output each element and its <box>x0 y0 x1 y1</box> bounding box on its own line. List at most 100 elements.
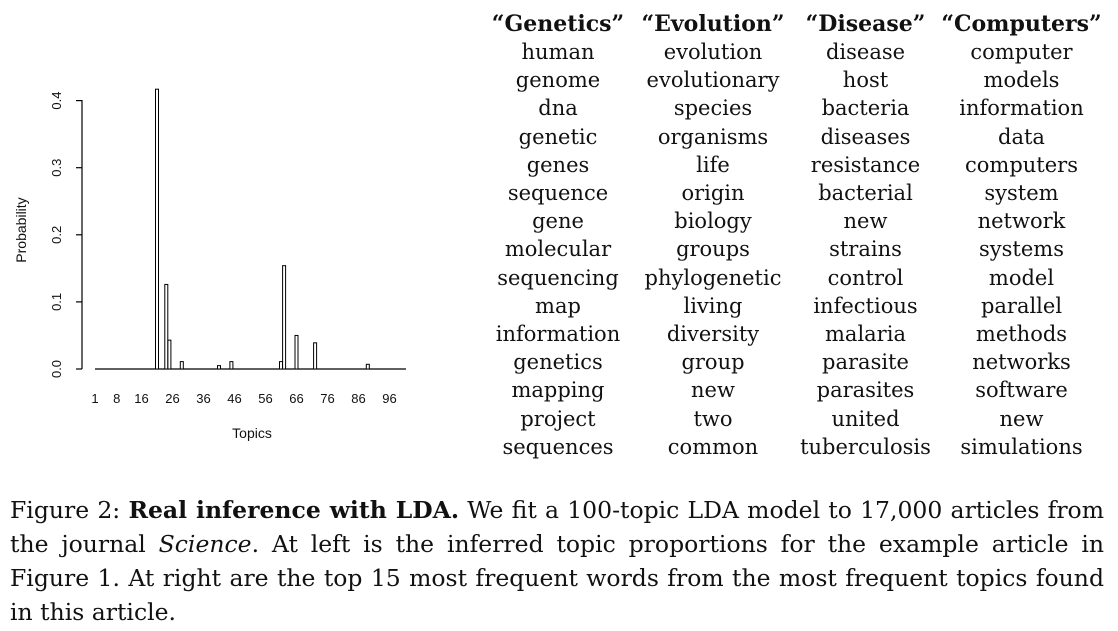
figure-caption: Figure 2: Real inference with LDA. We fi… <box>10 493 1104 629</box>
topic-word: groups <box>676 237 750 262</box>
topic-column: “Disease” disease host bacteria diseases resi… <box>798 10 933 461</box>
topic-word: diseases <box>820 124 911 149</box>
bar-topic-21 <box>155 88 159 370</box>
topic-word: disease <box>825 40 906 64</box>
topic-word: sequence <box>507 181 609 206</box>
topic-word: infectious <box>813 293 918 318</box>
caption-label: Figure 2: <box>10 496 129 524</box>
topic-word: new <box>843 209 888 234</box>
topic-proportions-chart: 0.0 0.1 0.2 0.3 0.4 1 8 16 26 36 46 56 66 76 86 96 Top… <box>13 88 406 441</box>
topic-word: sequencing <box>497 265 619 290</box>
topic-word: biology <box>674 209 752 234</box>
topic-word: control <box>827 265 904 290</box>
x-tick-label: 26 <box>165 391 179 406</box>
topic-word: system <box>984 181 1059 206</box>
bar-topic-24 <box>164 283 169 370</box>
y-tick-label: 0.0 <box>49 360 64 378</box>
bar-topic-45 <box>229 361 234 370</box>
topic-word: genetics <box>513 350 603 375</box>
topic-word: simulations <box>960 434 1083 459</box>
topic-word: evolutionary <box>646 68 780 93</box>
topic-word: malaria <box>825 322 906 347</box>
topic-column: “Computers” computer models information data… <box>933 10 1110 461</box>
topic-word: two <box>693 406 733 431</box>
y-tick-label: 0.4 <box>49 92 64 110</box>
caption-text-1: We fit a 100-topic LDA model to 17,000 a… <box>10 496 1104 558</box>
topic-word: computer <box>970 40 1073 64</box>
topic-title: “Computers” <box>941 11 1102 37</box>
topic-word: network <box>977 209 1066 234</box>
topic-word: computers <box>965 152 1078 177</box>
topic-title: “Evolution” <box>641 11 785 37</box>
topic-word: strains <box>829 237 902 262</box>
topic-word: software <box>975 378 1068 403</box>
bar-topic-72 <box>313 342 318 370</box>
x-tick-label: 8 <box>113 391 120 406</box>
x-ticks-group: 1 8 16 26 36 46 56 66 76 86 96 <box>91 391 396 406</box>
topic-word: resistance <box>810 152 921 177</box>
bar-topic-61 <box>279 361 283 370</box>
topic-word: group <box>681 350 745 375</box>
topic-column: “Genetics” human genome dna genetic genes sequ… <box>488 10 628 461</box>
topic-word-table: “Genetics” human genome dna genetic genes sequ… <box>488 10 1110 461</box>
topic-word: information <box>495 322 621 347</box>
x-tick-label: 36 <box>196 391 210 406</box>
topic-word: common <box>667 434 759 459</box>
topic-title: “Genetics” <box>491 11 625 37</box>
topic-word: bacteria <box>821 96 910 121</box>
caption-text-2: . At left is the inferred topic proporti… <box>10 530 1104 626</box>
topic-word: genetic <box>518 124 598 149</box>
x-tick-label: 66 <box>289 391 303 406</box>
topic-word: model <box>988 265 1055 290</box>
topic-word: organisms <box>657 124 769 149</box>
x-tick-label: 56 <box>258 391 272 406</box>
topic-word: molecular <box>504 237 612 262</box>
topic-word: human <box>521 40 595 64</box>
bar-topic-89 <box>365 363 370 370</box>
topic-word: genes <box>526 152 590 177</box>
x-tick-label: 46 <box>227 391 241 406</box>
topic-word: map <box>535 293 581 318</box>
x-tick-label: 86 <box>351 391 365 406</box>
topic-word: mapping <box>511 378 605 403</box>
topic-word: diversity <box>666 322 760 347</box>
topic-word: host <box>842 68 889 93</box>
caption-bold-title: Real inference with LDA. <box>128 496 460 524</box>
y-tick-label: 0.1 <box>49 293 64 311</box>
topic-word: parallel <box>980 293 1063 318</box>
x-axis-label: Topics <box>232 425 272 441</box>
topic-word: genome <box>515 68 601 93</box>
y-tick-label: 0.2 <box>49 226 64 244</box>
topic-column: “Evolution” evolution evolutionary species o… <box>628 10 798 461</box>
topic-word: united <box>831 406 900 431</box>
caption-journal: Science <box>158 530 252 558</box>
y-axis-label: Probability <box>13 197 29 262</box>
topic-word: new <box>999 406 1044 431</box>
bars-group <box>155 88 370 370</box>
bar-topic-29 <box>179 361 184 370</box>
topic-word: tuberculosis <box>800 434 931 459</box>
topic-word: gene <box>532 209 584 234</box>
topic-word: models <box>983 68 1060 93</box>
topic-word: project <box>520 406 596 431</box>
topic-word: bacterial <box>818 181 913 206</box>
topic-word: living <box>683 293 743 318</box>
topic-word: origin <box>681 181 745 206</box>
topic-word: sequences <box>502 434 614 459</box>
topic-word: dna <box>538 96 578 121</box>
topic-word: life <box>696 152 730 177</box>
x-tick-label: 76 <box>320 391 334 406</box>
topic-word: species <box>673 96 753 121</box>
x-tick-label: 16 <box>134 391 148 406</box>
bar-topic-66 <box>294 334 299 370</box>
topic-word: phylogenetic <box>644 265 782 290</box>
topic-word: parasite <box>822 350 909 375</box>
x-tick-label: 96 <box>382 391 396 406</box>
topic-word: parasites <box>816 378 915 403</box>
x-tick-label: 1 <box>91 391 98 406</box>
bar-topic-41 <box>217 365 221 370</box>
topic-title: “Disease” <box>805 11 926 37</box>
topic-word: evolution <box>663 40 763 64</box>
y-tick-label: 0.3 <box>49 159 64 177</box>
y-ticks-group: 0.0 0.1 0.2 0.3 0.4 <box>49 92 82 378</box>
